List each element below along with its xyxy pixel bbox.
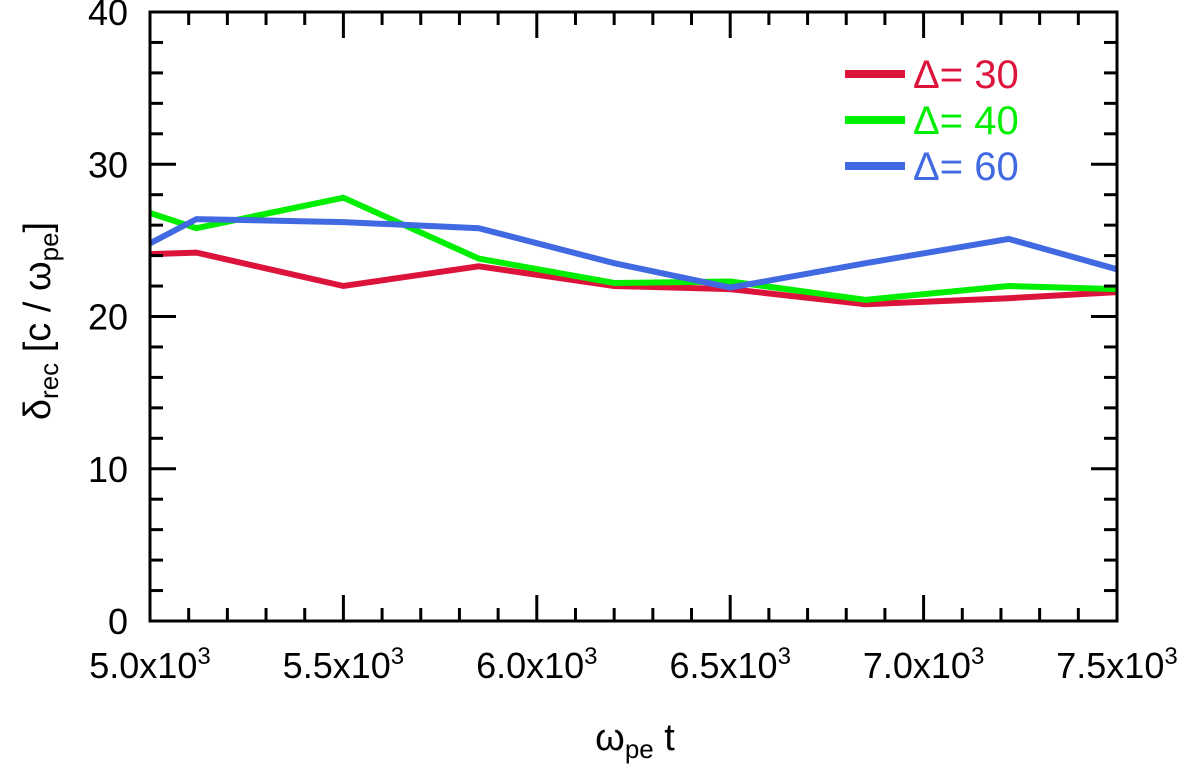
y-tick-label: 20 [88,297,128,338]
y-tick-label: 30 [88,144,128,185]
ticks [148,10,1119,623]
x-tick-label: 5.0x103 [89,643,210,686]
x-tick-label: 7.5x103 [1056,643,1177,686]
x-tick-label: 5.5x103 [283,643,404,686]
y-axis-label: δrec [c / ωpe] [17,222,64,420]
series-layer [150,194,1117,308]
y-tick-label: 10 [88,449,128,490]
y-tick-label: 0 [108,601,128,642]
legend-label: Δ= 60 [913,145,1019,189]
x-tick-label: 6.5x103 [669,643,790,686]
series-line-2 [150,194,1117,303]
y-tick-label: 40 [88,0,128,33]
series-line-1 [150,249,1117,308]
legend: Δ= 30Δ= 40Δ= 60 [845,53,1019,189]
legend-label: Δ= 40 [913,99,1019,143]
x-tick-label: 6.0x103 [476,643,597,686]
series-line-3 [150,216,1117,291]
legend-label: Δ= 30 [913,53,1019,97]
x-tick-label: 7.0x103 [863,643,984,686]
x-axis-label: ωpe t [595,717,675,764]
tick-labels: 5.0x103 5.5x103 6.0x103 6.5x103 7.0x103 7.5x1… [88,0,1178,686]
